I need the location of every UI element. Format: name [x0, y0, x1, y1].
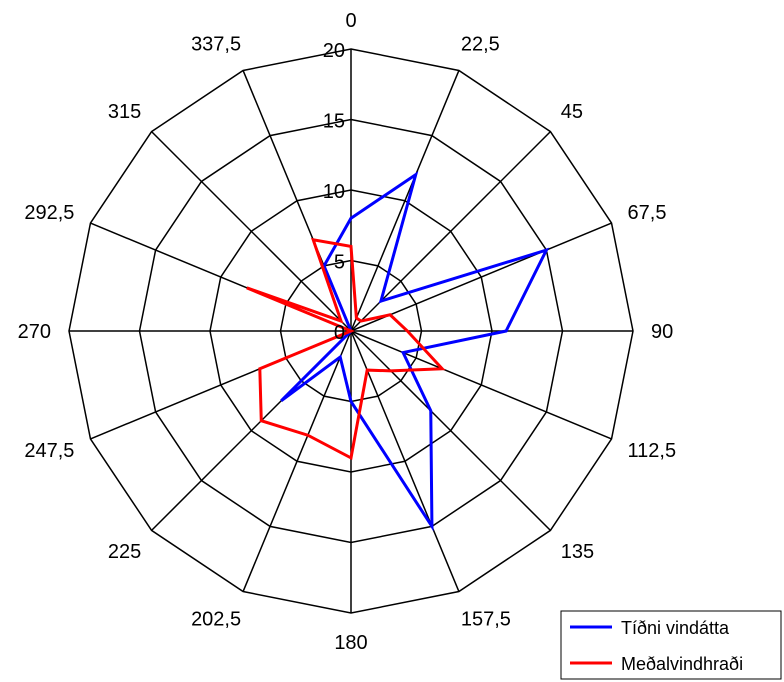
series-line-1: [246, 237, 446, 461]
direction-label-8: 180: [334, 632, 367, 654]
direction-label-14: 315: [108, 101, 141, 123]
ring-label-3: 15: [323, 111, 345, 133]
ring-label-1: 5: [334, 252, 345, 274]
spoke-3: [350, 222, 612, 332]
ring-labels: 0 5 10 15 20: [323, 40, 345, 344]
direction-label-12: 270: [18, 321, 51, 343]
series-layer: [246, 171, 550, 532]
legend: Tíðni vindátta Meðalvindhraði: [560, 610, 782, 680]
ring-label-4: 20: [323, 40, 345, 62]
direction-label-13: 292,5: [24, 202, 74, 224]
legend-label-series-0: Tíðni vindátta: [621, 618, 730, 638]
direction-label-7: 157,5: [461, 608, 511, 630]
spoke-9: [242, 330, 352, 592]
direction-label-2: 45: [561, 101, 583, 123]
spoke-5: [350, 330, 612, 440]
direction-label-1: 22,5: [461, 34, 500, 56]
direction-label-15: 337,5: [191, 34, 241, 56]
direction-label-9: 202,5: [191, 608, 241, 630]
direction-label-4: 90: [651, 321, 673, 343]
direction-label-3: 67,5: [628, 202, 667, 224]
ring-label-2: 10: [323, 181, 345, 203]
spoke-7: [350, 330, 460, 592]
direction-label-10: 225: [108, 541, 141, 563]
radar-grid: [68, 48, 634, 614]
legend-box: [560, 610, 782, 680]
spoke-6: [350, 330, 551, 531]
series-line-0: [280, 171, 550, 532]
direction-label-11: 247,5: [24, 440, 74, 462]
legend-label-series-1: Meðalvindhraði: [621, 654, 743, 674]
spoke-14: [151, 131, 352, 332]
direction-label-0: 0: [345, 10, 356, 32]
ring-label-0: 0: [334, 322, 345, 344]
direction-labels: 0 22,5 45 67,5 90 112,5 135 157,5 180 202,5 225 247…: [18, 10, 677, 654]
direction-label-6: 135: [561, 541, 594, 563]
direction-label-5: 112,5: [628, 440, 677, 462]
spoke-2: [350, 131, 551, 332]
spoke-1: [350, 70, 460, 332]
